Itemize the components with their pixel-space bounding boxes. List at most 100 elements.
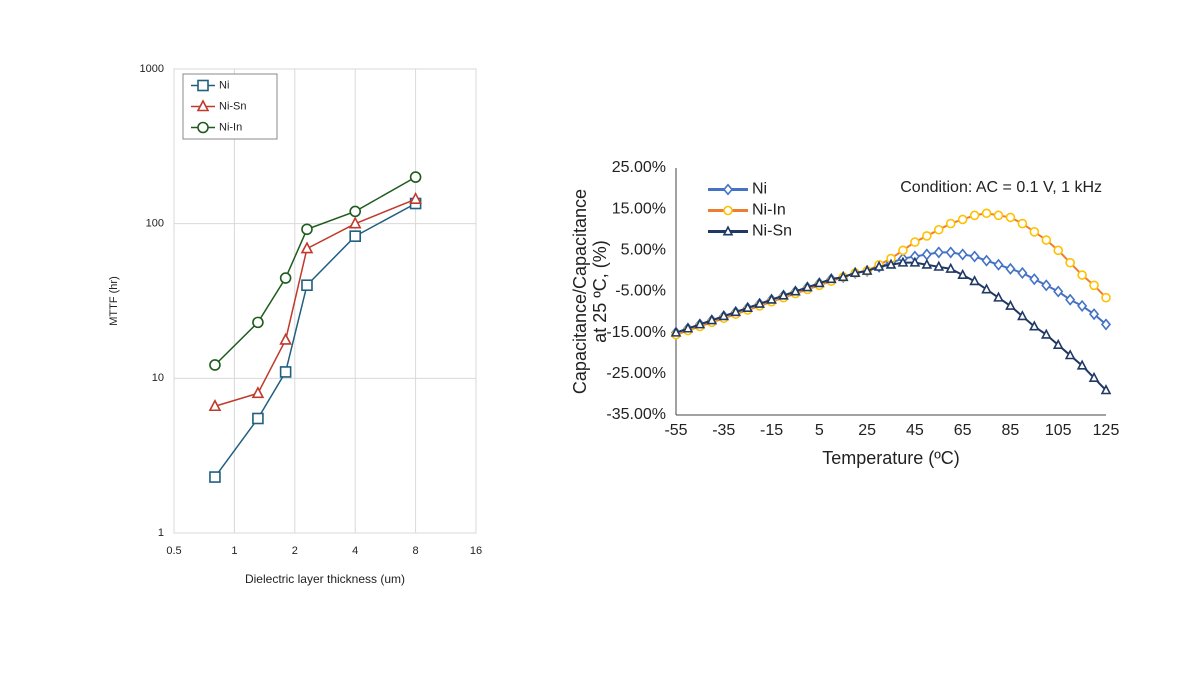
marker (1041, 279, 1052, 292)
x-tick-label: 1 (231, 545, 237, 557)
marker (957, 214, 968, 225)
annotation: Condition: AC = 0.1 V, 1 kHz (900, 179, 1102, 196)
x-axis-label: Dielectric layer thickness (um) (245, 572, 405, 586)
marker (1064, 349, 1076, 360)
marker (981, 283, 992, 294)
marker (1005, 299, 1016, 310)
marker (1100, 384, 1112, 395)
x-tick-label: 65 (954, 422, 972, 439)
y-axis-label: MTTF (hr) (108, 276, 120, 325)
marker (933, 246, 944, 259)
marker (861, 264, 873, 275)
y-tick-label: -35.00% (606, 406, 666, 423)
x-axis-label: Temperature (ºC) (822, 448, 960, 468)
marker (766, 293, 777, 304)
y-tick-label: 1 (158, 527, 164, 539)
marker (814, 277, 825, 288)
marker (1100, 318, 1112, 331)
marker (1017, 310, 1028, 321)
marker (1040, 328, 1052, 339)
marker (1005, 262, 1016, 275)
x-tick-label: 25 (858, 422, 876, 439)
marker (252, 412, 264, 425)
x-tick-label: 4 (352, 545, 358, 557)
legend-label: Ni-In (752, 202, 786, 219)
x-tick-label: 8 (413, 545, 419, 557)
marker (837, 270, 849, 282)
marker (742, 301, 753, 312)
marker (209, 471, 221, 483)
marker (251, 386, 265, 399)
marker (790, 285, 801, 296)
marker (722, 183, 734, 196)
marker (279, 332, 292, 345)
marker (1101, 292, 1111, 303)
x-tick-label: 85 (1002, 422, 1020, 439)
marker (981, 208, 992, 219)
x-tick-label: -55 (664, 422, 687, 439)
x-tick-label: 45 (906, 422, 924, 439)
marker (682, 322, 694, 333)
marker (197, 121, 209, 134)
marker (694, 318, 706, 329)
marker (802, 281, 813, 292)
marker (969, 250, 980, 263)
marker (993, 258, 1004, 271)
x-tick-label: 0.5 (166, 545, 181, 557)
y-axis-label: at 25 ºC, (%) (590, 240, 610, 343)
x-tick-label: 16 (470, 545, 482, 557)
marker (301, 279, 313, 292)
marker (279, 272, 292, 284)
series-line (214, 198, 416, 407)
x-tick-label: -35 (712, 422, 735, 439)
marker (969, 210, 980, 221)
marker (909, 256, 921, 267)
marker (1065, 293, 1076, 306)
marker (1053, 285, 1064, 298)
marker (1077, 299, 1088, 312)
marker (957, 268, 968, 280)
y-tick-label: -25.00% (606, 365, 666, 382)
marker (300, 241, 314, 254)
legend-label: Ni-In (219, 121, 242, 133)
marker (910, 237, 920, 247)
marker (981, 254, 992, 267)
marker (349, 205, 362, 218)
marker (1017, 218, 1028, 229)
y-tick-label: 100 (146, 218, 164, 230)
marker (670, 326, 682, 337)
marker (197, 79, 209, 92)
marker (1077, 270, 1087, 280)
x-tick-label: 2 (292, 545, 298, 557)
marker (885, 258, 897, 269)
marker (301, 223, 313, 236)
x-tick-label: -15 (760, 422, 783, 439)
marker (1076, 359, 1088, 370)
marker (1065, 257, 1075, 268)
legend-label: Ni (752, 181, 767, 198)
marker (945, 218, 956, 229)
y-tick-label: 10 (152, 372, 164, 384)
marker (1029, 273, 1040, 286)
x-tick-label: 5 (815, 422, 824, 439)
marker (1005, 212, 1016, 223)
marker (209, 359, 221, 371)
marker (196, 99, 210, 112)
marker (933, 224, 944, 235)
marker (754, 297, 765, 308)
marker (730, 305, 742, 317)
marker (348, 216, 362, 229)
marker (1053, 245, 1064, 256)
y-tick-label: 15.00% (612, 200, 666, 217)
y-tick-label: 25.00% (612, 159, 666, 176)
marker (957, 248, 968, 261)
marker (1089, 308, 1100, 321)
y-tick-label: -15.00% (606, 324, 666, 341)
marker (921, 248, 932, 261)
marker (897, 256, 909, 267)
marker (945, 262, 957, 273)
series-line (214, 202, 416, 478)
marker (849, 266, 861, 277)
legend-label: Ni-Sn (752, 223, 792, 240)
